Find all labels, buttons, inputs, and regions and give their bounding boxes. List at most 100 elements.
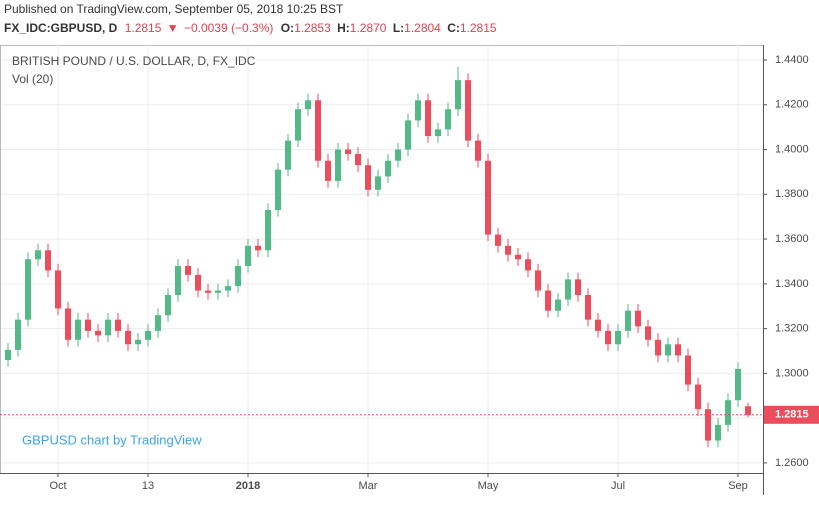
candle-body bbox=[195, 274, 201, 291]
candle-body bbox=[525, 259, 531, 271]
candle-body bbox=[245, 245, 251, 266]
symbol: FX_IDC:GBPUSD, D bbox=[4, 21, 118, 35]
open-label: O: bbox=[281, 21, 294, 35]
candle-body bbox=[225, 286, 231, 291]
y-tick-label: 1.2600 bbox=[775, 457, 809, 469]
x-tick-label: 13 bbox=[142, 480, 154, 492]
symbol-readout: FX_IDC:GBPUSD, D 1.2815 ▼ −0.0039 (−0.3%… bbox=[4, 21, 497, 35]
candle-body bbox=[285, 140, 291, 170]
candle-body bbox=[465, 80, 471, 141]
candle-body bbox=[165, 295, 171, 316]
candle-body bbox=[565, 279, 571, 300]
candle-body bbox=[185, 265, 191, 275]
candle-body bbox=[55, 270, 61, 309]
x-tick-label: May bbox=[478, 480, 499, 492]
candle-body bbox=[315, 100, 321, 161]
chart-title: BRITISH POUND / U.S. DOLLAR, D, FX_IDC bbox=[12, 54, 256, 68]
candle-body bbox=[695, 384, 701, 410]
candle-body bbox=[625, 310, 631, 331]
candle-body bbox=[365, 165, 371, 190]
candle-body bbox=[335, 149, 341, 181]
candle-body bbox=[25, 259, 31, 320]
candle-body bbox=[275, 169, 281, 210]
candle-body bbox=[435, 129, 441, 137]
open-value: 1.2853 bbox=[294, 21, 331, 35]
y-tick-label: 1.3400 bbox=[775, 278, 809, 290]
candle-body bbox=[595, 319, 601, 331]
candle-body bbox=[575, 279, 581, 296]
candle-body bbox=[535, 270, 541, 291]
candle-body bbox=[605, 330, 611, 345]
candle-body bbox=[485, 160, 491, 235]
candle-body bbox=[235, 265, 241, 287]
candle-body bbox=[555, 299, 561, 311]
candle-body bbox=[635, 310, 641, 327]
candle-body bbox=[95, 330, 101, 336]
candle-body bbox=[455, 80, 461, 110]
x-tick-label: Mar bbox=[359, 480, 378, 492]
candle-body bbox=[545, 290, 551, 311]
candle-body bbox=[665, 344, 671, 356]
candle-body bbox=[495, 234, 501, 246]
candle-body bbox=[145, 330, 151, 340]
candle-body bbox=[425, 100, 431, 137]
close-value: 1.2815 bbox=[460, 21, 497, 35]
candle-body bbox=[745, 406, 751, 415]
candle-body bbox=[725, 400, 731, 425]
y-tick-label: 1.4000 bbox=[775, 143, 809, 155]
y-tick-label: 1.4400 bbox=[775, 54, 809, 66]
candle-body bbox=[475, 140, 481, 161]
candle-body bbox=[115, 319, 121, 331]
y-tick-label: 1.3200 bbox=[775, 323, 809, 335]
candle-body bbox=[405, 120, 411, 150]
change-arrow: ▼ bbox=[167, 21, 179, 35]
close-label: C: bbox=[447, 21, 460, 35]
candle-body bbox=[385, 160, 391, 177]
low-label: L: bbox=[393, 21, 404, 35]
y-tick-label: 1.3600 bbox=[775, 233, 809, 245]
candle-body bbox=[215, 290, 221, 293]
candle-body bbox=[515, 254, 521, 260]
candle-body bbox=[655, 339, 661, 356]
candle-body bbox=[45, 250, 51, 271]
candle-body bbox=[75, 319, 81, 340]
candle-body bbox=[105, 319, 111, 336]
y-tick-label: 1.4200 bbox=[775, 99, 809, 111]
candle-body bbox=[205, 290, 211, 293]
candle-body bbox=[375, 176, 381, 190]
plot-frame bbox=[0, 45, 764, 474]
y-tick-label: 1.3800 bbox=[775, 188, 809, 200]
x-tick-label: Sep bbox=[728, 480, 748, 492]
candle-body bbox=[355, 154, 361, 166]
high-label: H: bbox=[337, 21, 350, 35]
x-tick-label: 2018 bbox=[236, 480, 260, 492]
change: −0.0039 (−0.3%) bbox=[184, 21, 273, 35]
last-price-label: 1.2815 bbox=[775, 409, 809, 421]
candle-body bbox=[705, 409, 711, 441]
candle-body bbox=[675, 344, 681, 356]
candle-body bbox=[255, 245, 261, 251]
candle-body bbox=[735, 368, 741, 401]
candle-body bbox=[685, 355, 691, 385]
last-price-box bbox=[764, 405, 819, 424]
candle-body bbox=[305, 100, 311, 110]
grid bbox=[1, 45, 763, 473]
published-note: Published on TradingView.com, September … bbox=[4, 2, 344, 16]
candle-body bbox=[645, 326, 651, 340]
candle-body bbox=[15, 319, 21, 350]
last-price: 1.2815 bbox=[125, 21, 162, 35]
x-tick-label: Oct bbox=[49, 480, 66, 492]
x-tick-label: Jul bbox=[611, 480, 625, 492]
candle-body bbox=[325, 160, 331, 181]
candle-body bbox=[5, 349, 11, 360]
candle-body bbox=[175, 265, 181, 296]
candle-body bbox=[295, 109, 301, 141]
candle-body bbox=[585, 295, 591, 320]
candle-body bbox=[35, 250, 41, 260]
candle-body bbox=[65, 308, 71, 340]
candle-body bbox=[715, 424, 721, 441]
candle-body bbox=[505, 245, 511, 255]
candle-body bbox=[85, 319, 91, 331]
